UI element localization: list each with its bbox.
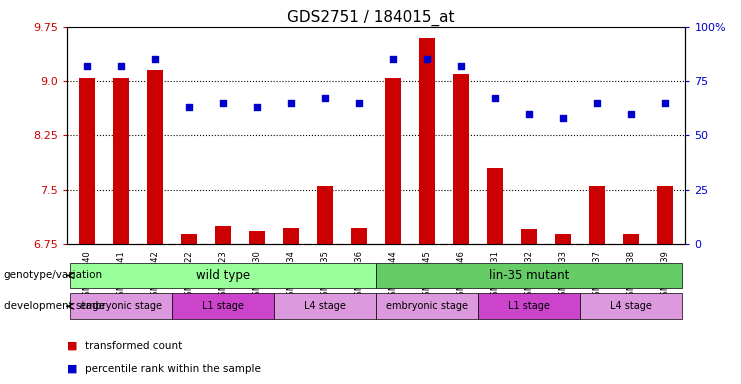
Point xyxy=(523,111,535,117)
Bar xyxy=(376,293,478,319)
Point xyxy=(455,63,467,69)
Point xyxy=(591,100,603,106)
Point xyxy=(285,100,297,106)
Point xyxy=(353,100,365,106)
Bar xyxy=(216,226,230,244)
Point xyxy=(319,95,331,101)
Bar xyxy=(250,231,265,244)
Text: GDS2751 / 184015_at: GDS2751 / 184015_at xyxy=(287,10,454,26)
Text: genotype/variation: genotype/variation xyxy=(4,270,103,280)
Bar xyxy=(522,229,536,244)
Point xyxy=(659,100,671,106)
Text: ■: ■ xyxy=(67,341,77,351)
Point xyxy=(82,63,93,69)
Bar xyxy=(351,228,367,244)
Bar xyxy=(623,235,639,244)
Point xyxy=(115,63,127,69)
Text: development stage: development stage xyxy=(4,301,104,311)
Bar xyxy=(419,38,435,244)
Text: transformed count: transformed count xyxy=(85,341,182,351)
Bar xyxy=(147,70,163,244)
Bar xyxy=(453,74,469,244)
Text: L1 stage: L1 stage xyxy=(202,301,244,311)
Bar xyxy=(70,293,172,319)
Point xyxy=(387,56,399,63)
Bar xyxy=(385,78,401,244)
Bar xyxy=(580,293,682,319)
Point xyxy=(421,56,433,63)
Bar xyxy=(274,293,376,319)
Point xyxy=(489,95,501,101)
Text: embryonic stage: embryonic stage xyxy=(386,301,468,311)
Bar xyxy=(317,186,333,244)
Bar xyxy=(172,293,274,319)
Text: ■: ■ xyxy=(67,364,77,374)
Bar xyxy=(376,263,682,288)
Point xyxy=(251,104,263,110)
Point xyxy=(217,100,229,106)
Point xyxy=(183,104,195,110)
Point xyxy=(625,111,637,117)
Text: L4 stage: L4 stage xyxy=(610,301,652,311)
Bar xyxy=(182,235,196,244)
Bar xyxy=(589,186,605,244)
Bar xyxy=(478,293,580,319)
Bar xyxy=(70,263,376,288)
Bar xyxy=(113,78,129,244)
Text: lin-35 mutant: lin-35 mutant xyxy=(489,269,569,282)
Text: percentile rank within the sample: percentile rank within the sample xyxy=(85,364,261,374)
Bar xyxy=(556,235,571,244)
Bar xyxy=(79,78,95,244)
Text: wild type: wild type xyxy=(196,269,250,282)
Text: embryonic stage: embryonic stage xyxy=(80,301,162,311)
Point xyxy=(149,56,161,63)
Bar xyxy=(488,168,502,244)
Bar xyxy=(283,228,299,244)
Text: L4 stage: L4 stage xyxy=(304,301,346,311)
Text: L1 stage: L1 stage xyxy=(508,301,550,311)
Point xyxy=(557,115,569,121)
Bar xyxy=(657,186,673,244)
